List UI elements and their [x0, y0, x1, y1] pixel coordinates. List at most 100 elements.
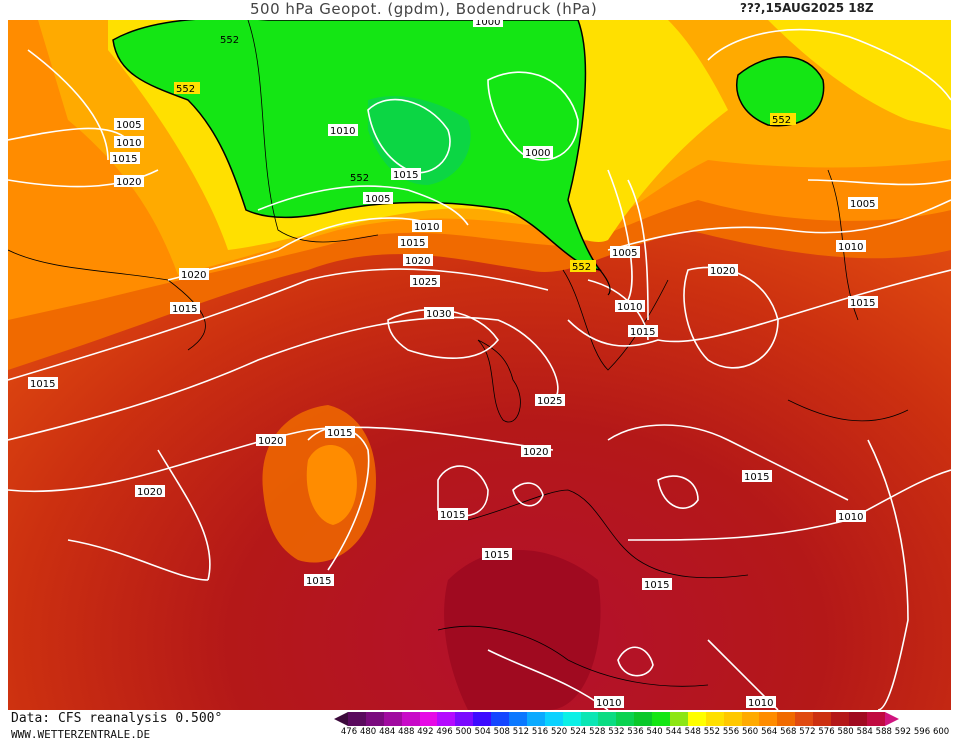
cutoff-low-552 — [736, 56, 825, 127]
isobar-label: 1020 — [405, 256, 430, 267]
legend-swatch — [652, 712, 671, 726]
label-552-text: 552 — [572, 262, 591, 273]
isobar-label: 1015 — [644, 580, 669, 591]
legend-swatch — [419, 712, 438, 726]
legend-tick-label: 576 — [818, 727, 835, 737]
legend-tick-label: 528 — [589, 727, 606, 737]
legend-swatch — [348, 712, 366, 726]
isobar-label: 1020 — [710, 266, 735, 277]
legend-tick-label: 516 — [531, 727, 549, 737]
label-552-d: 552 — [570, 260, 596, 273]
legend-swatch — [866, 712, 885, 726]
legend-tick-label: 536 — [627, 727, 644, 737]
legend-swatch — [705, 712, 724, 726]
isobar-label: 1015 — [744, 472, 769, 483]
contour-labels: 552 552 552 552 552 — [174, 33, 796, 273]
legend-swatch — [580, 712, 599, 726]
legend-tick-label: 592 — [894, 727, 911, 737]
legend-arrow-left-icon — [334, 712, 348, 726]
label-552-text: 552 — [772, 115, 791, 126]
isobar-label: 1005 — [612, 248, 637, 259]
legend-tick-label: 572 — [799, 727, 816, 737]
legend-swatch — [777, 712, 796, 726]
legend-swatch — [634, 712, 653, 726]
isobar-label: 1015 — [306, 576, 331, 587]
legend-swatch — [848, 712, 867, 726]
legend-tick-label: 480 — [359, 727, 377, 737]
legend-swatch — [562, 712, 581, 726]
color-legend: 476 480 484 488 492 496 500 504 508 512 516 520 524 5… — [334, 712, 958, 740]
isobar-label: 1015 — [484, 550, 509, 561]
legend-tick-label: 540 — [646, 727, 663, 737]
label-552-text: 552 — [176, 84, 195, 95]
ridge-core — [306, 445, 357, 525]
isobar-label: 1020 — [523, 447, 548, 458]
isobar-label: 1015 — [30, 379, 55, 390]
title-bar: 500 hPa Geopot. (gpdm), Bodendruck (hPa)… — [0, 0, 959, 20]
isobar-label: 1020 — [258, 436, 283, 447]
isobar-label: 1005 — [116, 120, 141, 131]
legend-swatch — [365, 712, 384, 726]
isobar-label: 1015 — [440, 510, 465, 521]
legend-swatch — [455, 712, 474, 726]
legend-arrow-right-icon — [884, 712, 899, 726]
map-canvas: 552 552 552 552 552 1005 1010 1015 1020 … — [8, 20, 951, 710]
footer: Data: CFS reanalysis 0.500° WWW.WETTERZE… — [0, 710, 959, 741]
isobar-label: 1020 — [181, 270, 206, 281]
legend-tick-label: 568 — [780, 727, 797, 737]
isobar-label: 1025 — [537, 396, 562, 407]
legend-swatch — [723, 712, 742, 726]
legend-swatch — [526, 712, 545, 726]
coastlines — [8, 20, 909, 687]
legend-swatch — [473, 712, 492, 726]
legend-swatch — [670, 712, 688, 726]
isobar-label: 1015 — [850, 298, 875, 309]
isobar-labels: 1005 1010 1015 1020 1010 1000 1015 1005 … — [28, 20, 878, 709]
isobar-label: 1015 — [630, 327, 655, 338]
isobar-label: 1010 — [330, 126, 355, 137]
legend-tick-label: 520 — [550, 727, 568, 737]
label-552-e: 552 — [770, 113, 796, 126]
legend-swatch — [616, 712, 635, 726]
isobar-label: 1010 — [838, 242, 863, 253]
legend-swatch — [759, 712, 778, 726]
legend-swatch — [795, 712, 814, 726]
legend-tick-label: 544 — [665, 727, 682, 737]
legend-tick-label: 552 — [703, 727, 720, 737]
isobar-label: 1000 — [525, 148, 550, 159]
legend-tick-label: 596 — [913, 727, 931, 737]
isobar-label: 1010 — [116, 138, 141, 149]
legend-tick-label: 484 — [379, 727, 396, 737]
warm-core — [444, 550, 601, 710]
legend-swatch — [491, 712, 510, 726]
legend-tick-label: 588 — [875, 727, 892, 737]
legend-tick-label: 512 — [512, 727, 529, 737]
isobar-label: 1015 — [327, 428, 352, 439]
legend-tick-label: 532 — [608, 727, 625, 737]
isobar-label: 1015 — [393, 170, 418, 181]
isobar-label: 1015 — [112, 154, 137, 165]
legend-swatch — [831, 712, 849, 726]
legend-tick-label: 600 — [932, 727, 950, 737]
legend-swatch — [741, 712, 760, 726]
isobar-label: 1015 — [172, 304, 197, 315]
isobar-label: 1010 — [414, 222, 439, 233]
legend-swatch — [401, 712, 420, 726]
isobar-label: 1015 — [400, 238, 425, 249]
isobar-label: 1030 — [426, 309, 451, 320]
legend-swatch — [437, 712, 456, 726]
isobar-label: 1020 — [137, 487, 162, 498]
legend-swatch — [598, 712, 617, 726]
legend-tick-label: 496 — [436, 727, 453, 737]
legend-tick-label: 492 — [417, 727, 434, 737]
legend-swatch — [383, 712, 402, 726]
isobar-label: 1010 — [617, 302, 642, 313]
isobar-label: 1010 — [596, 698, 621, 709]
trough-552-region — [112, 20, 602, 272]
isobar-label: 1020 — [116, 177, 141, 188]
label-552-c: 552 — [348, 171, 374, 184]
isobar-label: 1010 — [838, 512, 863, 523]
isobar-label: 1005 — [365, 194, 390, 205]
legend-tick-label: 564 — [761, 727, 778, 737]
legend-swatch — [687, 712, 706, 726]
